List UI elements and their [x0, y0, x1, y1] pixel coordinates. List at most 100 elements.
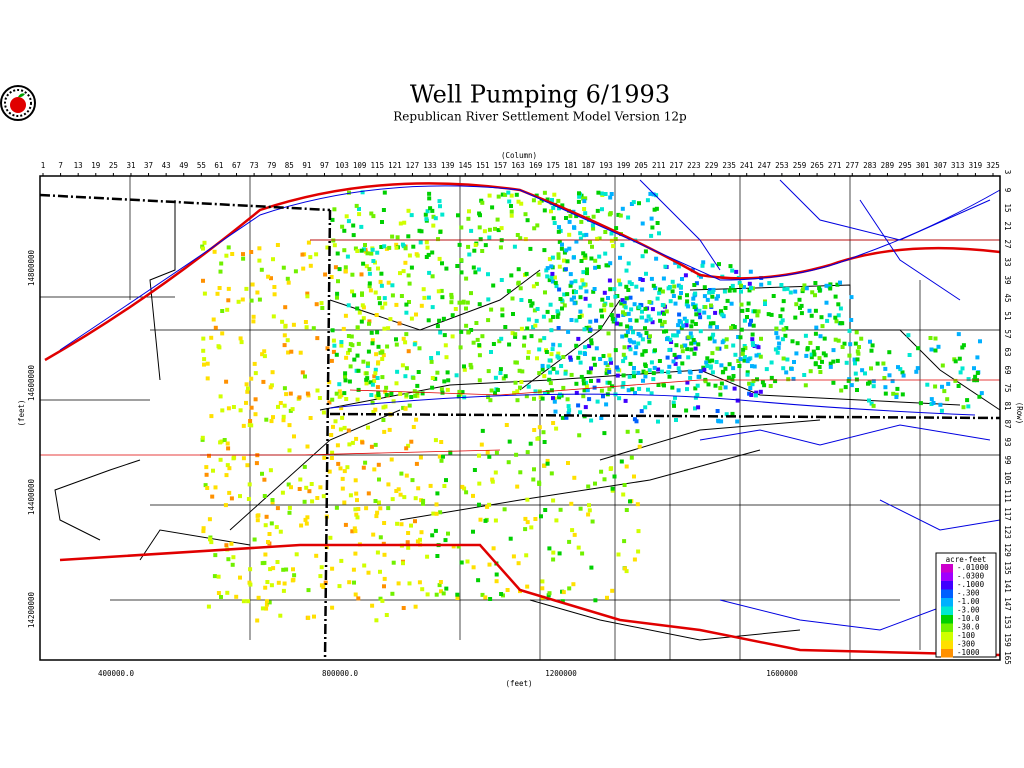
pumping-cell	[267, 600, 272, 605]
pumping-cell	[476, 267, 481, 272]
highway	[59, 543, 1001, 657]
pumping-cell	[271, 314, 276, 319]
pumping-cell	[257, 246, 262, 251]
pumping-cell	[603, 230, 608, 234]
pumping-cell	[338, 466, 343, 471]
pumping-cell	[333, 265, 338, 270]
pumping-cell	[446, 378, 451, 383]
pumping-cell	[507, 199, 512, 204]
pumping-cell	[213, 325, 218, 330]
pumping-cell	[207, 453, 211, 458]
pumping-cell	[836, 313, 841, 318]
pumping-cell	[582, 388, 587, 393]
pumping-cell	[354, 436, 359, 441]
pumping-cell	[419, 530, 424, 535]
pumping-cell	[283, 324, 288, 329]
legend-title: acre-feet	[946, 555, 987, 564]
pumping-cell	[677, 369, 682, 374]
river	[639, 179, 721, 271]
pumping-cell	[268, 567, 273, 572]
pumping-cell	[581, 251, 586, 256]
pumping-cell	[727, 362, 732, 367]
column-tick-label: 109	[353, 161, 367, 170]
pumping-cell	[574, 214, 579, 219]
pumping-cell	[444, 355, 449, 360]
pumping-cell	[795, 341, 800, 346]
pumping-cell	[300, 252, 305, 257]
pumping-cell	[272, 285, 277, 289]
pumping-cell	[402, 220, 407, 225]
stream-outline	[54, 459, 141, 541]
pumping-cell	[455, 592, 460, 597]
pumping-cell	[407, 281, 412, 286]
pumping-cell	[226, 446, 231, 451]
pumping-cell	[225, 463, 230, 468]
pumping-cell	[533, 517, 538, 521]
pumping-cell	[449, 300, 454, 305]
pumping-cell	[604, 371, 609, 376]
pumping-cell	[733, 352, 738, 357]
pumping-cell	[302, 499, 307, 504]
pumping-cell	[632, 302, 637, 307]
pumping-cell	[781, 366, 786, 371]
pumping-cell	[754, 353, 759, 358]
pumping-cell	[224, 473, 229, 478]
pumping-cell	[773, 347, 778, 352]
row-tick-label: 117	[1003, 507, 1012, 521]
stream-outline	[599, 419, 821, 461]
pumping-cell	[249, 298, 254, 303]
pumping-cell	[222, 438, 227, 442]
pumping-cell	[549, 471, 554, 476]
pumping-cell	[378, 596, 383, 601]
pumping-cell	[382, 296, 387, 301]
pumping-cell	[583, 405, 588, 410]
pumping-cell	[738, 357, 743, 362]
pumping-cell	[667, 374, 672, 379]
pumping-cell	[240, 297, 245, 302]
pumping-cell	[961, 343, 966, 348]
pumping-cell	[732, 386, 737, 391]
pumping-cell	[406, 349, 411, 354]
pumping-cell	[462, 364, 466, 369]
pumping-cell	[644, 370, 649, 375]
pumping-cell	[599, 469, 604, 474]
pumping-cell	[493, 470, 498, 475]
pumping-cell	[654, 206, 659, 211]
pumping-cell	[555, 309, 560, 314]
pumping-cell	[263, 552, 268, 557]
pumping-cell	[746, 301, 751, 306]
pumping-cell	[848, 342, 853, 347]
pumping-cell	[677, 312, 682, 317]
pumping-cell	[435, 370, 440, 375]
pumping-cell	[257, 297, 262, 302]
pumping-cell	[248, 419, 253, 423]
pumping-cell	[360, 303, 365, 308]
pumping-cell	[687, 369, 692, 374]
pumping-cell	[376, 462, 381, 467]
pumping-cell	[613, 237, 618, 241]
pumping-cell	[371, 410, 376, 414]
pumping-cell	[436, 237, 440, 242]
pumping-cell	[310, 499, 315, 504]
pumping-cell	[679, 325, 684, 330]
pumping-cell	[635, 502, 640, 507]
pumping-cell	[569, 297, 574, 302]
pumping-cell	[802, 283, 807, 288]
pumping-cell	[769, 375, 774, 380]
pumping-cell	[403, 260, 408, 265]
pumping-cell	[755, 377, 759, 382]
pumping-cell	[809, 313, 814, 318]
pumping-cell	[694, 281, 699, 286]
pumping-cell	[483, 595, 488, 600]
pumping-cell	[390, 591, 395, 596]
pumping-cell	[624, 333, 629, 338]
pumping-cell	[486, 272, 490, 277]
pumping-cell	[321, 494, 326, 499]
river	[879, 499, 1001, 531]
pumping-cell	[440, 212, 445, 217]
pumping-cell	[224, 543, 229, 548]
pumping-cell	[224, 379, 229, 384]
pumping-cell	[430, 385, 435, 390]
map	[39, 176, 1001, 661]
stream-outline	[399, 449, 761, 521]
